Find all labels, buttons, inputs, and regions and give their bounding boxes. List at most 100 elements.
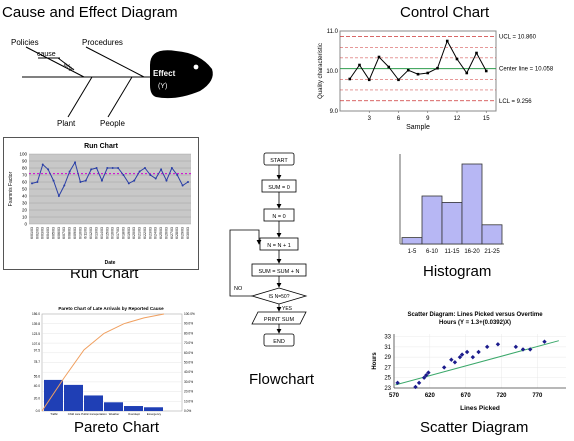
scatter-point xyxy=(441,365,447,370)
pareto-rtick-label: 20.0% xyxy=(184,390,193,394)
run-point xyxy=(41,163,44,166)
fishbone-bone-people xyxy=(107,76,133,118)
control-point xyxy=(377,55,381,59)
run-point xyxy=(122,174,125,176)
scatter-point xyxy=(426,370,431,375)
pareto-bar xyxy=(84,395,103,411)
pareto-xtick-label: Child care xyxy=(68,412,81,416)
hist-xtick-label: 16-20 xyxy=(464,249,480,255)
run-ytick-label: 60 xyxy=(22,180,28,185)
hist-bar xyxy=(421,195,443,245)
control-ytick-label: 9.0 xyxy=(330,109,339,115)
control-point xyxy=(387,65,391,69)
fishbone-bone-procedures xyxy=(85,46,145,78)
scatter-xtick-label: 720 xyxy=(496,393,507,399)
flow-step-decision: IS N=50? xyxy=(269,294,290,300)
pareto-ytick-label: 156.0 xyxy=(32,312,40,316)
pareto-ytick-label: 55.6 xyxy=(34,374,40,378)
run-xtick-label: 6/18/03 xyxy=(121,227,125,239)
flow-step-sum-add: SUM = SUM + N xyxy=(259,269,300,275)
run-xtick-label: 6/09/03 xyxy=(73,227,77,239)
run-point xyxy=(57,195,60,197)
scatter-point xyxy=(495,342,501,347)
scatter-point xyxy=(424,372,429,378)
pareto-rtick-label: 100.0% xyxy=(184,312,195,316)
run-ytick-label: 90 xyxy=(22,159,28,164)
run-point xyxy=(143,167,146,169)
flow-step-start: START xyxy=(270,158,288,164)
pareto-bar xyxy=(104,402,123,411)
run-xtick-label: 6/30/03 xyxy=(186,227,190,239)
control-point xyxy=(445,39,449,43)
run-xtick-label: 6/16/03 xyxy=(111,227,115,239)
pareto-rtick-label: 50.0% xyxy=(184,361,193,365)
pareto-ytick-label: 139.8 xyxy=(32,322,40,326)
control-xlabel: Sample xyxy=(406,124,430,131)
control-point xyxy=(367,78,371,82)
run-xtick-label: 6/24/03 xyxy=(154,227,158,239)
flow-step-n-init: N = 0 xyxy=(272,214,285,220)
run-xtick-label: 6/14/03 xyxy=(100,227,104,239)
pareto-rtick-label: 10.0% xyxy=(184,399,193,403)
control-lcl-label: LCL = 9.256 xyxy=(499,99,532,105)
hist-xtick-label: 6-10 xyxy=(426,249,439,255)
scatter-ytick-label: 29 xyxy=(384,355,391,361)
scatter-point xyxy=(395,380,400,386)
hist-xtick-label: 1-5 xyxy=(408,249,417,255)
run-point xyxy=(138,170,141,173)
scatter-point xyxy=(416,380,422,386)
scatter-point xyxy=(452,360,458,365)
run-ytick-label: 0 xyxy=(24,222,27,227)
run-ytick-label: 40 xyxy=(22,194,28,199)
control-point xyxy=(465,71,469,75)
control-point xyxy=(358,63,361,67)
hist-bar xyxy=(481,224,503,245)
flow-no-label: NO xyxy=(234,286,243,292)
hist-bar xyxy=(461,163,483,245)
run-point xyxy=(68,170,71,173)
run-point xyxy=(176,174,179,176)
pareto-xtick-label: Emergency xyxy=(147,412,162,416)
scatter-point xyxy=(421,375,427,380)
caption-control: Control Chart xyxy=(400,4,490,21)
pareto-rtick-label: 40.0% xyxy=(184,370,193,374)
run-xtick-label: 6/11/03 xyxy=(84,227,88,239)
scatter-chart: Scatter Diagram: Lines Picked versus Ove… xyxy=(372,312,566,412)
caption-fishbone: Cause and Effect Diagram xyxy=(2,4,178,21)
run-series-line xyxy=(31,161,189,198)
scatter-point xyxy=(449,357,454,362)
scatter-xlabel: Lines Picked xyxy=(460,405,500,412)
fishbone-effect-head xyxy=(150,50,213,99)
pareto-bar xyxy=(144,407,163,411)
scatter-subtitle: Hours (Y = 1.3+(0.0392)X) xyxy=(439,320,511,326)
run-point xyxy=(117,167,120,169)
pareto-ytick-label: 78.7 xyxy=(34,360,40,364)
run-point xyxy=(154,177,157,180)
fishbone-diagram: Policies cause why Procedures Plant Peop… xyxy=(11,38,213,128)
run-ytick-label: 10 xyxy=(22,215,28,220)
control-xtick-label: 6 xyxy=(397,116,401,122)
pareto-rtick-label: 60.0% xyxy=(184,351,193,355)
run-point xyxy=(160,168,163,171)
run-xlabel: Date xyxy=(105,260,116,266)
run-xtick-label: 6/26/03 xyxy=(164,227,168,239)
scatter-title: Scatter Diagram: Lines Picked versus Ove… xyxy=(407,312,543,318)
control-point xyxy=(436,66,439,70)
scatter-point xyxy=(476,349,481,355)
fishbone-bone-plant xyxy=(67,76,93,118)
fishbone-label-plant: Plant xyxy=(57,119,76,128)
run-xtick-label: 6/02/03 xyxy=(35,227,39,239)
run-xtick-label: 6/20/03 xyxy=(132,227,136,239)
flow-step-sum-init: SUM = 0 xyxy=(268,185,290,191)
flow-step-print: PRINT SUM xyxy=(264,317,295,323)
caption-flowchart: Flowchart xyxy=(249,371,315,388)
scatter-ytick-label: 27 xyxy=(384,365,391,371)
control-point xyxy=(348,77,352,81)
run-xtick-label: 6/01/03 xyxy=(30,227,34,239)
run-point xyxy=(165,179,168,182)
run-point xyxy=(79,181,82,183)
fishbone-why-line xyxy=(57,57,75,71)
run-point xyxy=(181,184,184,187)
scatter-ytick-label: 33 xyxy=(384,335,391,341)
run-xtick-label: 6/28/03 xyxy=(175,227,179,239)
